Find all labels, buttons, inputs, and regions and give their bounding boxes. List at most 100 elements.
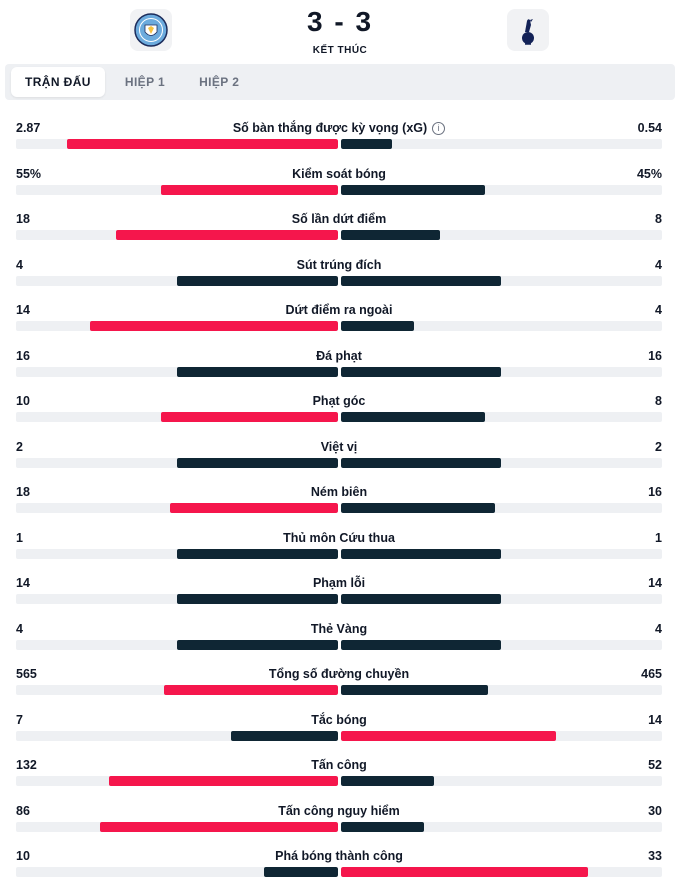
stat-bars [16,776,662,786]
stat-name-text: Đá phạt [316,348,362,363]
stat-label-line: 55% Kiểm soát bóng 45% [16,166,662,182]
away-bar-fill [340,139,392,149]
away-value: 16 [648,485,662,499]
away-bar-fill [340,366,502,377]
stat-label-line: 86 Tấn công nguy hiểm 30 [16,803,662,819]
stat-name: Tấn công [76,758,602,772]
stat-bars [16,730,662,741]
stat-bars [16,867,662,877]
away-bar-track [340,867,662,877]
tab-match[interactable]: TRẬN ĐẤU [11,67,105,97]
away-value: 4 [655,303,662,317]
stat-name-text: Thẻ Vàng [310,621,368,636]
away-bar-track [340,821,662,832]
away-bar-fill [340,548,502,559]
stat-row: 14 Phạm lỗi 14 [16,575,662,621]
match-header: 3 - 3 KẾT THÚC [0,0,680,64]
away-bar-fill [340,275,502,286]
stat-name: Việt vị [76,440,602,454]
away-bar-track [340,412,662,422]
away-value: 4 [655,257,662,272]
period-tabs: TRẬN ĐẤU HIỆP 1 HIỆP 2 [5,64,675,100]
home-value: 18 [16,212,30,226]
away-value: 52 [648,758,662,772]
home-value: 132 [16,758,37,772]
stat-name: Sút trúng đích [76,258,602,272]
stat-name: Dứt điểm ra ngoài [76,303,602,317]
stat-name-text: Số bàn thắng được kỳ vọng (xG) [232,121,428,135]
home-bar-fill [263,867,338,877]
away-bar-fill [340,685,489,695]
stat-label-line: 14 Dứt điểm ra ngoài 4 [16,302,662,318]
stat-label-line: 7 Tắc bóng 14 [16,712,662,728]
stat-row: 7 Tắc bóng 14 [16,712,662,758]
away-bar-fill [340,821,425,832]
home-value: 4 [16,621,23,636]
stat-row: 10 Phá bóng thành công 33 [16,848,662,891]
away-bar-track [340,594,662,604]
tab-second-half[interactable]: HIỆP 2 [199,75,240,89]
away-bar-fill [340,230,441,240]
stat-label-line: 565 Tổng số đường chuyền 465 [16,666,662,682]
away-bar-track [340,503,662,513]
away-bar-track [340,457,662,468]
stat-name-text: Thủ môn Cứu thua [283,530,395,545]
away-bar-fill [340,503,495,513]
away-bar-track [340,685,662,695]
stat-bars [16,594,662,604]
info-icon[interactable]: i [432,121,446,135]
home-bar-track [16,321,338,331]
home-team-logo[interactable] [130,9,172,51]
stat-name-text: Tổng số đường chuyền [268,667,410,681]
home-bar-fill [160,184,338,195]
stat-name: Thủ môn Cứu thua [76,531,602,545]
home-bar-fill [115,230,338,240]
home-bar-track [16,412,338,422]
away-bar-track [340,139,662,149]
home-value: 10 [16,394,30,408]
away-value: 0.54 [637,121,662,135]
away-value: 1 [655,530,662,545]
stat-name-text: Tấn công nguy hiểm [278,803,400,818]
manchester-city-crest-icon [134,13,168,47]
home-value: 4 [16,257,23,272]
home-value: 55% [16,166,42,181]
home-bar-track [16,230,338,240]
stat-name: Số lần dứt điểm [76,212,602,226]
away-team-logo[interactable] [507,9,549,51]
home-bar-fill [163,685,338,695]
stat-row: 4 Thẻ Vàng 4 [16,621,662,667]
home-bar-track [16,548,338,559]
stat-name: Tấn công nguy hiểm [76,804,602,818]
home-bar-fill [176,275,338,286]
stat-label-line: 18 Số lần dứt điểm 8 [16,211,662,227]
home-bar-fill [176,548,338,559]
stat-name-text: Ném biên [310,485,368,499]
stat-name-text: Việt vị [320,439,358,454]
home-value: 14 [16,576,30,590]
stat-label-line: 18 Ném biên 16 [16,484,662,500]
away-bar-fill [340,867,589,877]
away-value: 14 [648,712,662,727]
stat-label-line: 132 Tấn công 52 [16,757,662,773]
match-status: KẾT THÚC [312,45,368,56]
stat-row: 18 Ném biên 16 [16,484,662,530]
home-value: 86 [16,803,30,818]
home-bar-fill [89,321,338,331]
away-bar-track [340,366,662,377]
home-bar-track [16,503,338,513]
away-value: 45% [636,166,662,181]
stat-label-line: 14 Phạm lỗi 14 [16,575,662,591]
home-value: 10 [16,849,30,863]
away-value: 8 [655,394,662,408]
home-bar-track [16,685,338,695]
tab-first-half[interactable]: HIỆP 1 [124,75,166,89]
away-value: 30 [648,803,662,818]
away-bar-fill [340,321,415,331]
match-score: 3 - 3 [306,6,374,37]
stat-bars [16,139,662,149]
stat-name-text: Phá bóng thành công [275,849,403,863]
stat-label-line: 10 Phá bóng thành công 33 [16,848,662,864]
stat-row: 18 Số lần dứt điểm 8 [16,211,662,257]
tottenham-cockerel-icon [522,19,534,45]
